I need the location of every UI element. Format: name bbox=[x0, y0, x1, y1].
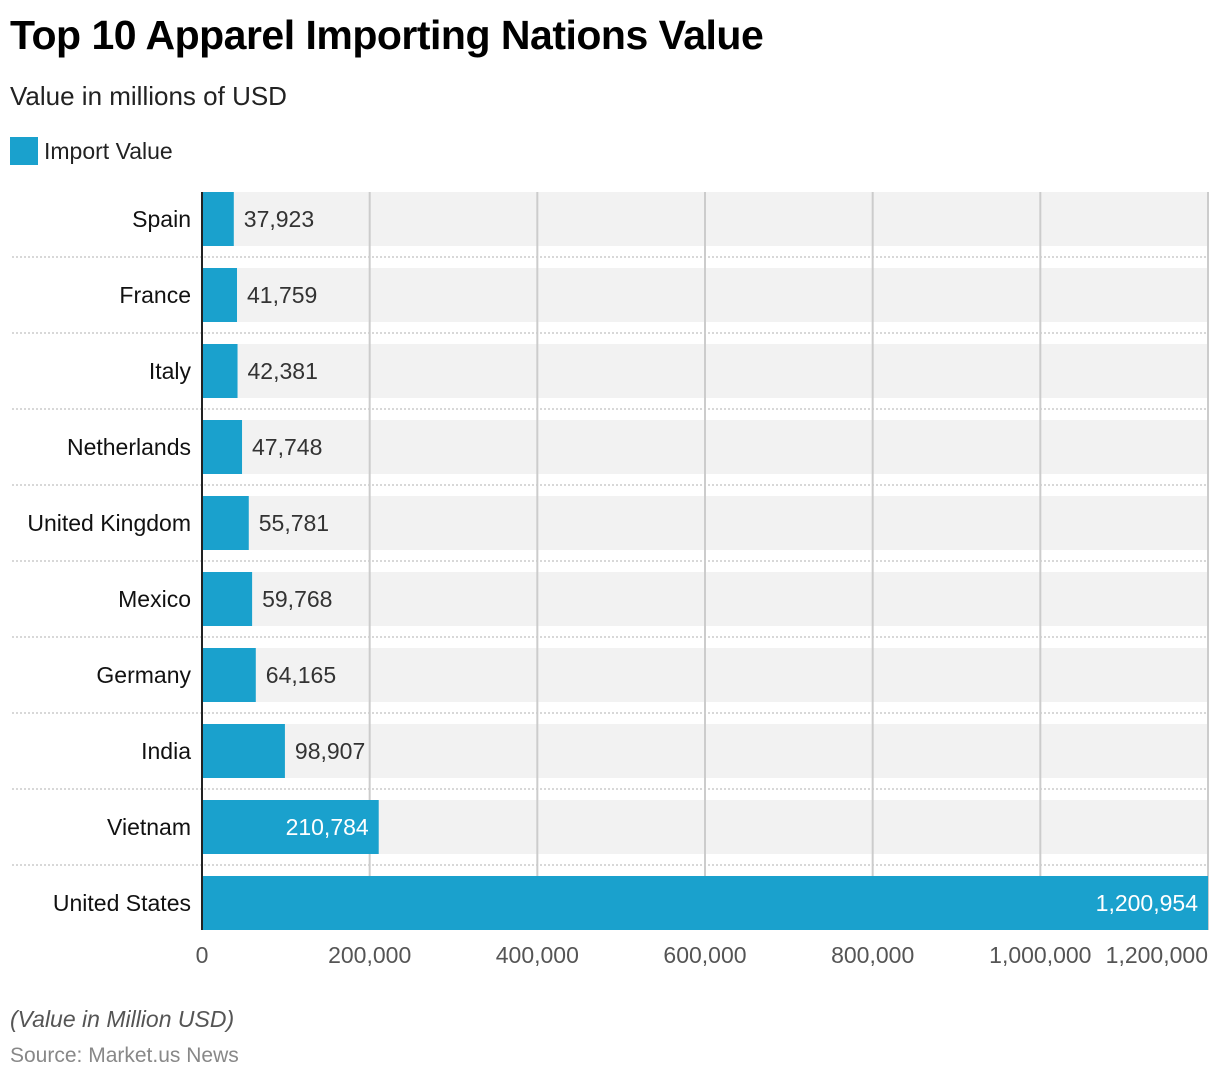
legend-swatch-import-value bbox=[10, 137, 38, 165]
category-label: Italy bbox=[149, 358, 192, 384]
bar-vietnam bbox=[202, 800, 379, 854]
bar-mexico bbox=[202, 572, 253, 626]
data-label: 210,784 bbox=[286, 814, 369, 840]
x-tick-label: 600,000 bbox=[663, 942, 746, 968]
category-label: India bbox=[141, 738, 191, 764]
data-label: 64,165 bbox=[266, 662, 336, 688]
category-label: United States bbox=[53, 890, 191, 916]
x-tick-label: 0 bbox=[196, 942, 209, 968]
legend: Import Value bbox=[10, 136, 173, 166]
data-label: 55,781 bbox=[259, 510, 329, 536]
footer-note: (Value in Million USD) bbox=[10, 1006, 235, 1032]
chart-title: Top 10 Apparel Importing Nations Value bbox=[10, 12, 764, 58]
x-tick-label: 400,000 bbox=[496, 942, 579, 968]
category-label: Vietnam bbox=[107, 814, 191, 840]
x-tick-label: 1,200,000 bbox=[1106, 942, 1208, 968]
data-label: 98,907 bbox=[295, 738, 365, 764]
category-label: United Kingdom bbox=[27, 510, 191, 536]
data-label: 37,923 bbox=[244, 206, 314, 232]
x-tick-label: 200,000 bbox=[328, 942, 411, 968]
chart-subtitle: Value in millions of USD bbox=[10, 81, 287, 111]
footer-source: Source: Market.us News bbox=[10, 1044, 239, 1067]
data-label: 41,759 bbox=[247, 282, 317, 308]
bar-india bbox=[202, 724, 285, 778]
bar-united-states bbox=[202, 876, 1208, 930]
category-label: Netherlands bbox=[67, 434, 191, 460]
data-label: 47,748 bbox=[252, 434, 322, 460]
bar-spain bbox=[202, 192, 234, 246]
category-label: Mexico bbox=[118, 586, 191, 612]
category-label: Germany bbox=[96, 662, 191, 688]
x-tick-label: 800,000 bbox=[831, 942, 914, 968]
bar-germany bbox=[202, 648, 256, 702]
bar-united-kingdom bbox=[202, 496, 249, 550]
data-label: 1,200,954 bbox=[1096, 890, 1199, 916]
data-label: 59,768 bbox=[262, 586, 332, 612]
bar-netherlands bbox=[202, 420, 243, 474]
category-label: Spain bbox=[132, 206, 191, 232]
bar-france bbox=[202, 268, 238, 322]
legend-label: Import Value bbox=[44, 137, 173, 164]
x-tick-label: 1,000,000 bbox=[989, 942, 1091, 968]
category-label: France bbox=[119, 282, 191, 308]
bar-italy bbox=[202, 344, 238, 398]
data-label: 42,381 bbox=[248, 358, 318, 384]
